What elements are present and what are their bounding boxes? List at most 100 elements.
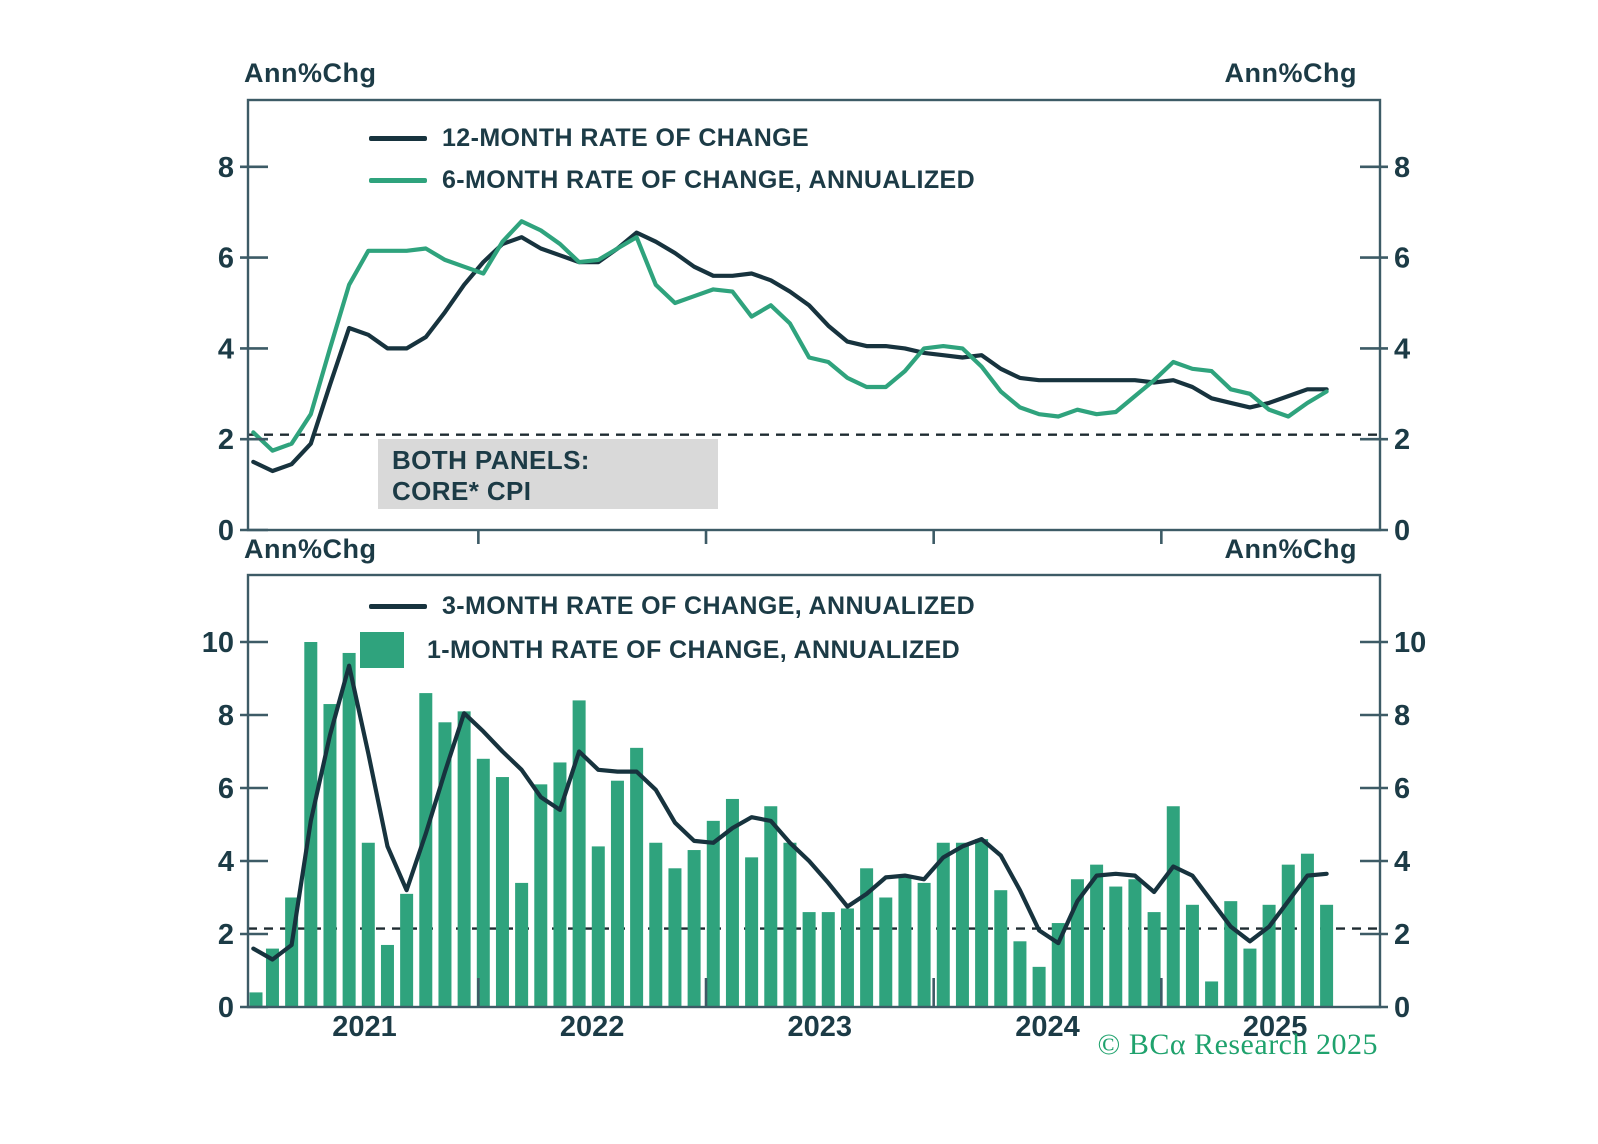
source-credit: © BCα Research 2025 [1097,1028,1378,1061]
bar [1224,901,1238,1006]
bar [1320,904,1334,1006]
bar [495,777,509,1006]
y-tick-label-right: 0 [1394,515,1410,547]
y-tick-label-left: 6 [218,773,234,805]
bar [265,948,279,1006]
bar [1032,966,1046,1006]
bar [936,842,950,1006]
legend-item-6-month: 6-MONTH RATE OF CHANGE, ANNUALIZED [369,166,975,195]
bar [572,700,586,1006]
bar [342,652,356,1006]
x-axis-year-label: 2021 [332,1011,397,1043]
legend-label-1-month: 1-MONTH RATE OF CHANGE, ANNUALIZED [427,635,961,664]
y-tick-label-left: 4 [218,333,234,365]
y-tick-label-right: 6 [1394,243,1410,275]
x-axis-year-label: 2022 [560,1011,625,1043]
bottom-left-axis-unit-label: Ann%Chg [244,534,377,564]
bar [515,882,529,1006]
y-tick-label-right: 4 [1394,333,1410,365]
y-tick-label-right: 2 [1394,919,1410,951]
bar [249,992,263,1006]
y-tick-label-left: 10 [202,627,234,659]
bottom-right-axis-unit-label: Ann%Chg [1224,534,1357,564]
bar [534,784,548,1006]
bar [802,912,816,1006]
top-left-axis-unit-label: Ann%Chg [244,58,377,88]
series-line-6-month [251,219,1329,453]
x-axis-year-label: 2023 [788,1011,853,1043]
bar [419,693,433,1006]
y-tick-label-left: 0 [218,515,234,547]
bar [860,868,874,1006]
bar [706,820,720,1006]
bar [1281,864,1295,1006]
legend-label-12-month: 12-MONTH RATE OF CHANGE [442,124,810,152]
bar [1147,912,1161,1006]
series-1-month-bars [249,642,1334,1006]
bar [649,842,663,1006]
bar [323,704,337,1006]
bar [917,882,931,1006]
bar [975,839,989,1006]
line-swatch-6-month [369,178,427,183]
y-tick-label-right: 2 [1394,424,1410,456]
top-panel: 0 0 2 2 4 4 6 6 8 8 [218,98,1410,547]
series-line-12-month [251,230,1329,474]
bar [840,908,854,1006]
y-tick-label-left: 2 [218,919,234,951]
bar [821,912,835,1006]
x-axis-year-label: 2024 [1015,1011,1080,1043]
y-tick-label-right: 8 [1394,700,1410,732]
annotation-box: BOTH PANELS: CORE* CPI [378,439,718,509]
annotation-line2: CORE* CPI [392,476,532,506]
y-tick-label-right: 10 [1394,627,1426,659]
line-swatch-3-month [369,604,427,609]
bar [994,890,1008,1006]
bar [955,842,969,1006]
bar [725,798,739,1006]
bar [1300,853,1314,1006]
bar [1166,806,1180,1006]
x-axis-year-label: 2025 [1243,1011,1308,1043]
bar [879,897,893,1006]
y-tick-label-right: 4 [1394,846,1410,878]
bar [610,780,624,1006]
bar [745,857,759,1006]
top-right-axis-unit-label: Ann%Chg [1224,58,1357,88]
legend-item-3-month: 3-MONTH RATE OF CHANGE, ANNUALIZED [369,592,975,621]
bar [1051,923,1065,1006]
y-tick-label-left: 8 [218,152,234,184]
y-tick-label-left: 4 [218,846,234,878]
y-tick-label-right: 8 [1394,152,1410,184]
line-swatch-12-month [369,136,427,141]
annotation-line1: BOTH PANELS: [392,445,590,475]
bar [380,944,394,1006]
y-tick-label-left: 2 [218,424,234,456]
legend-item-12-month: 12-MONTH RATE OF CHANGE [369,124,809,153]
bar [457,711,471,1006]
bar [1205,981,1219,1006]
bar [630,747,644,1006]
bar [898,875,912,1006]
bar [1128,879,1142,1006]
legend-label-6-month: 6-MONTH RATE OF CHANGE, ANNUALIZED [442,166,976,194]
panel-border [246,573,1382,1009]
y-tick-label-left: 8 [218,700,234,732]
bar [1185,904,1199,1006]
y-tick-label-right: 0 [1394,992,1410,1024]
bar [687,850,701,1006]
bar [783,842,797,1006]
bar [1109,886,1123,1006]
legend-label-3-month: 3-MONTH RATE OF CHANGE, ANNUALIZED [442,592,976,620]
series-line-3-month [251,663,1329,962]
y-tick-label-left: 6 [218,243,234,275]
bar [1090,864,1104,1006]
bar [438,722,452,1006]
bar [1243,948,1257,1006]
legend-item-1-month: 1-MONTH RATE OF CHANGE, ANNUALIZED [360,632,960,668]
bar [764,806,778,1006]
bar [553,762,567,1006]
bar [361,842,375,1006]
